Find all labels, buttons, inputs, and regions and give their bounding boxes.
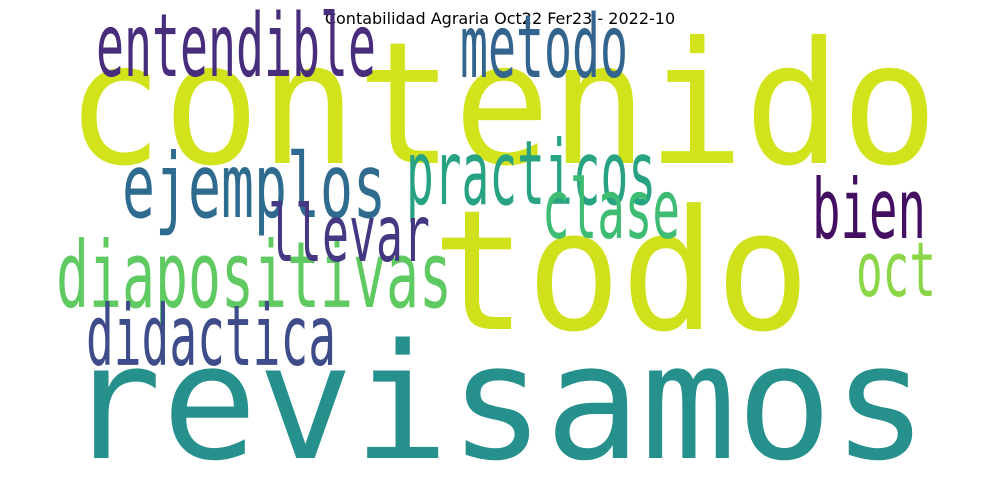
word-clase: clase [542, 163, 680, 258]
word-oct: oct [856, 225, 936, 314]
word-contenido: contenido [66, 6, 938, 204]
chart-title: Contabilidad Agraria Oct22 Fer23 - 2022-… [324, 9, 676, 28]
word-didactica: didactica [86, 287, 336, 385]
word-ejemplos: ejemplos [122, 134, 386, 238]
word-bien: bien [812, 161, 926, 258]
word-entendible: entendible [96, 0, 376, 97]
word-practicos: practicos [406, 121, 656, 225]
word-diapositivas: diapositivas [56, 222, 452, 329]
word-todo: todo [432, 175, 810, 369]
word-revisamos: revisamos [66, 309, 928, 496]
word-metodo: metodo [460, 0, 628, 98]
word-llevar: llevar [268, 190, 430, 280]
